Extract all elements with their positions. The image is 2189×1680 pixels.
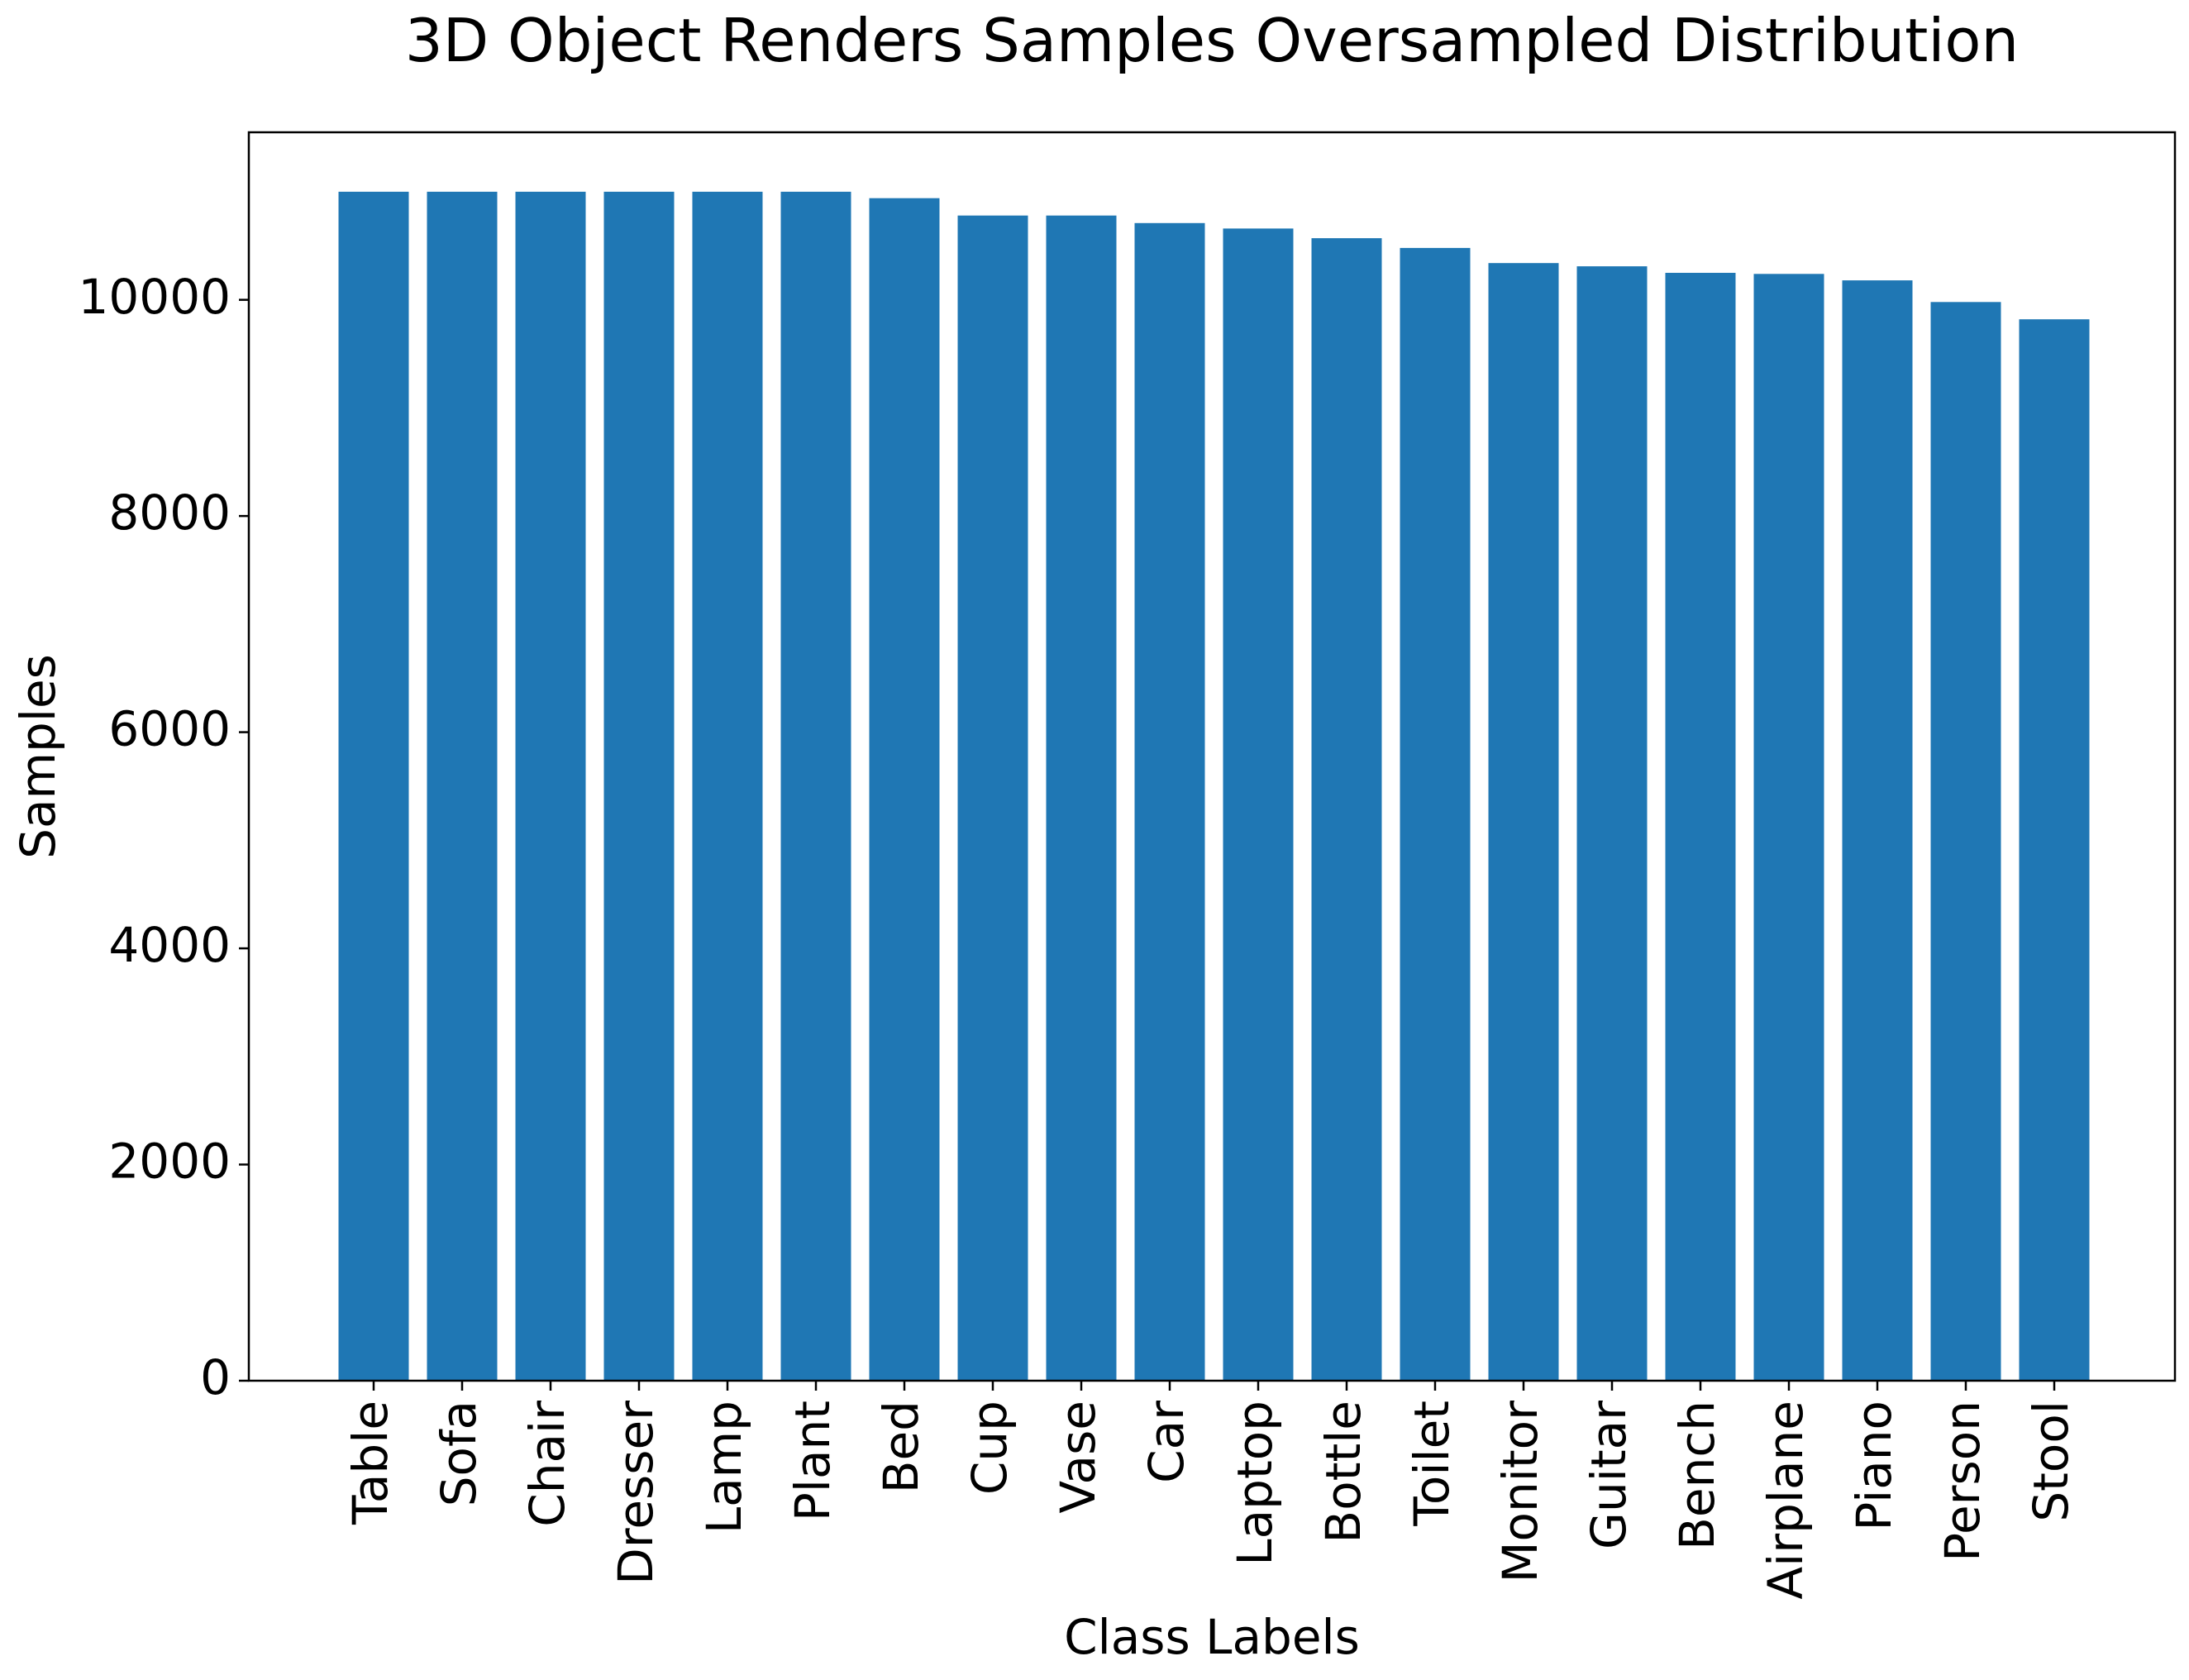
x-tick-label: Car [1138, 1401, 1195, 1483]
bar-vase [1046, 215, 1117, 1382]
bar-airplane [1753, 274, 1824, 1381]
x-tick-label: Table [342, 1401, 398, 1525]
x-tick-label: Lamp [696, 1401, 752, 1534]
bar-monitor [1488, 263, 1559, 1382]
bar-dresser [603, 191, 675, 1381]
x-tick-label: Cup [961, 1401, 1018, 1495]
bar-table [338, 191, 409, 1381]
bar-plant [780, 191, 851, 1381]
x-tick-label: Bench [1669, 1401, 1725, 1550]
x-tick-label: Toilet [1404, 1401, 1460, 1527]
bar-toilet [1400, 247, 1471, 1381]
x-tick-label: Chair [519, 1401, 575, 1527]
y-axis-ticks: 0 2000 4000 6000 8000 10000 [78, 269, 249, 1406]
bar-chair [515, 191, 586, 1381]
x-tick-label: Guitar [1581, 1401, 1637, 1549]
bar-person [1930, 302, 2001, 1381]
y-tick-label: 10000 [78, 269, 231, 325]
x-tick-label: Monitor [1492, 1401, 1548, 1583]
bars-layer [338, 191, 2090, 1382]
y-tick-label: 4000 [108, 917, 231, 973]
bar-car [1134, 222, 1205, 1381]
x-tick-label: Person [1934, 1401, 1991, 1562]
x-tick-label: Dresser [608, 1401, 664, 1585]
bar-laptop [1223, 228, 1294, 1381]
x-tick-label: Stool [2023, 1401, 2079, 1522]
x-tick-label: Bed [873, 1401, 929, 1493]
bar-bed [869, 198, 940, 1382]
bar-stool [2019, 319, 2090, 1382]
chart-title: 3D Object Renders Samples Oversampled Di… [405, 6, 2019, 75]
x-axis-label: Class Labels [1064, 1609, 1360, 1665]
x-tick-label: Piano [1846, 1401, 1902, 1531]
y-tick-label: 8000 [108, 484, 231, 541]
y-axis-label: Samples [10, 654, 66, 859]
bar-bottle [1311, 238, 1382, 1382]
bar-piano [1842, 280, 1913, 1382]
y-tick-label: 2000 [108, 1134, 231, 1190]
plot-frame [247, 131, 2177, 1382]
y-tick-label: 0 [200, 1349, 231, 1406]
x-tick-label: Sofa [431, 1401, 487, 1506]
x-tick-label: Bottle [1315, 1401, 1371, 1544]
x-axis-ticks: Table Sofa Chair Dresser Lamp Plant Bed Cup Vase… [342, 1381, 2079, 1600]
x-tick-label: Plant [785, 1401, 841, 1521]
x-tick-label: Laptop [1227, 1401, 1283, 1566]
bar-guitar [1576, 266, 1648, 1382]
bar-bench [1665, 273, 1736, 1381]
bar-cup [957, 215, 1028, 1382]
y-tick-label: 6000 [108, 701, 231, 757]
x-tick-label: Vase [1050, 1401, 1106, 1514]
x-tick-label: Airplane [1757, 1401, 1814, 1600]
bar-sofa [427, 191, 498, 1381]
bar-lamp [692, 191, 763, 1381]
